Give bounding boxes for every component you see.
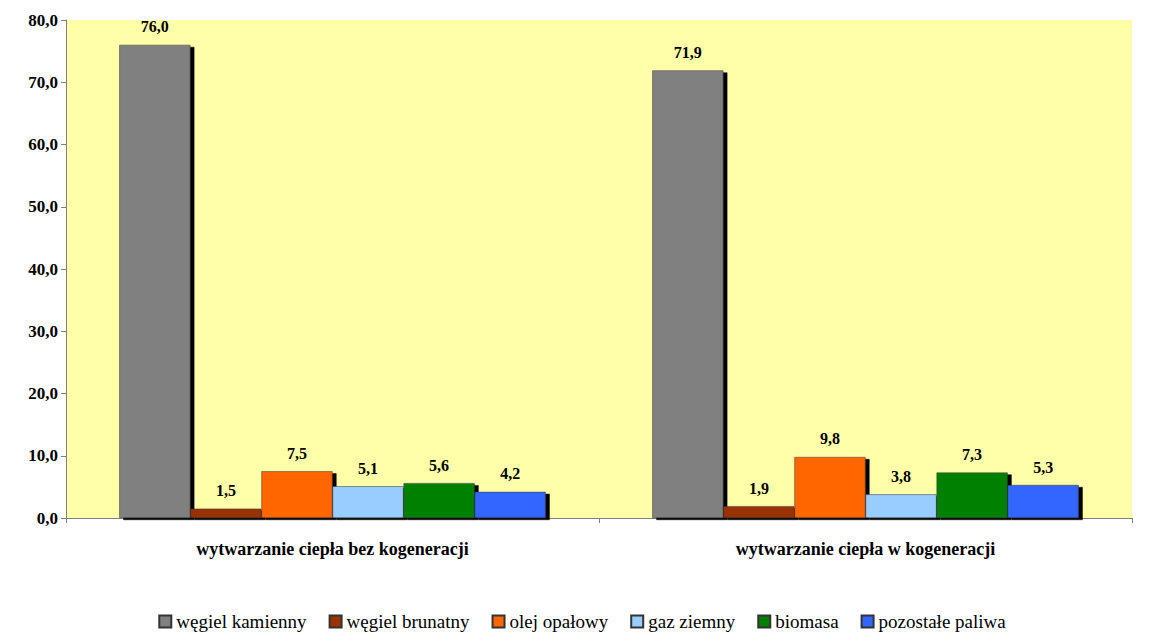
svg-text:5,1: 5,1 bbox=[358, 460, 378, 477]
svg-text:30,0: 30,0 bbox=[28, 322, 58, 341]
svg-text:1,5: 1,5 bbox=[216, 482, 236, 499]
svg-text:3,8: 3,8 bbox=[891, 468, 911, 485]
svg-text:40,0: 40,0 bbox=[28, 260, 58, 279]
svg-text:7,5: 7,5 bbox=[287, 445, 307, 462]
svg-text:biomasa: biomasa bbox=[775, 611, 839, 632]
svg-text:50,0: 50,0 bbox=[28, 197, 58, 216]
svg-text:60,0: 60,0 bbox=[28, 135, 58, 154]
svg-text:gaz ziemny: gaz ziemny bbox=[648, 611, 736, 632]
svg-text:7,3: 7,3 bbox=[962, 446, 982, 463]
svg-text:10,0: 10,0 bbox=[28, 446, 58, 465]
svg-text:70,0: 70,0 bbox=[28, 73, 58, 92]
svg-text:71,9: 71,9 bbox=[674, 44, 702, 61]
svg-text:9,8: 9,8 bbox=[820, 430, 840, 447]
svg-text:4,2: 4,2 bbox=[500, 465, 520, 482]
svg-text:5,3: 5,3 bbox=[1033, 459, 1053, 476]
svg-text:olej opałowy: olej opałowy bbox=[510, 611, 609, 632]
svg-text:76,0: 76,0 bbox=[141, 18, 169, 35]
svg-text:pozostałe paliwa: pozostałe paliwa bbox=[879, 611, 1007, 632]
svg-text:wytwarzanie ciepła w kogenerac: wytwarzanie ciepła w kogeneracji bbox=[736, 539, 995, 559]
svg-text:0,0: 0,0 bbox=[37, 509, 58, 528]
svg-text:80,0: 80,0 bbox=[28, 11, 58, 30]
svg-text:węgiel brunatny: węgiel brunatny bbox=[347, 611, 470, 632]
svg-text:20,0: 20,0 bbox=[28, 384, 58, 403]
svg-text:1,9: 1,9 bbox=[749, 480, 769, 497]
svg-text:węgiel kamienny: węgiel kamienny bbox=[176, 611, 307, 632]
svg-text:wytwarzanie ciepła bez kogener: wytwarzanie ciepła bez kogeneracji bbox=[196, 539, 468, 559]
svg-text:5,6: 5,6 bbox=[429, 457, 449, 474]
